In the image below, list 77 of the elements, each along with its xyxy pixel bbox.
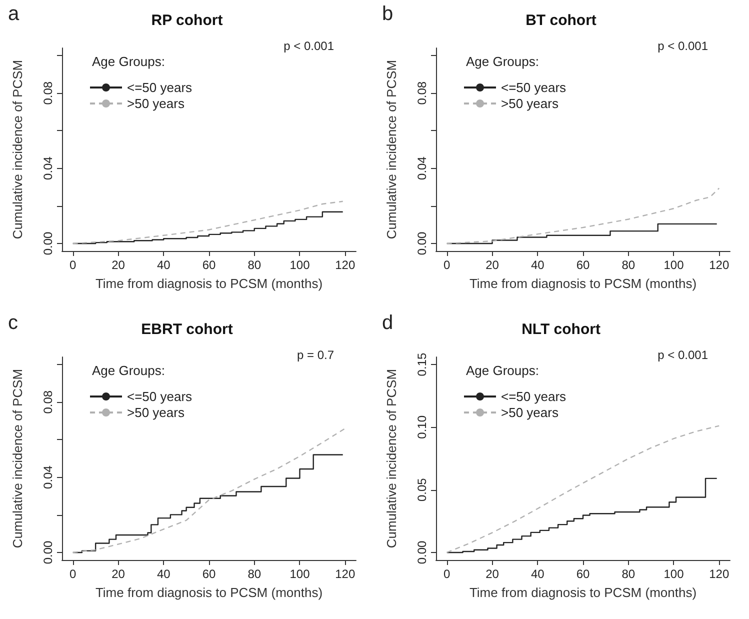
x-tick-label: 60 — [202, 258, 216, 272]
x-axis-title: Time from diagnosis to PCSM (months) — [95, 585, 323, 600]
legend-title: Age Groups: — [92, 54, 165, 69]
x-tick-label: 60 — [202, 567, 216, 581]
y-tick-label: 0.04 — [415, 156, 429, 180]
x-axis-title: Time from diagnosis to PCSM (months) — [95, 276, 323, 291]
legend-label: >50 years — [127, 405, 185, 420]
y-tick-label: 0.10 — [415, 415, 429, 439]
legend-label: <=50 years — [501, 80, 567, 95]
y-tick-label: 0.08 — [415, 81, 429, 105]
y-axis-title: Cumulative incidence of PCSM — [384, 368, 399, 548]
text: a — [8, 3, 20, 25]
x-tick-label: 120 — [709, 567, 730, 581]
y-tick-label: 0.04 — [41, 465, 55, 489]
text: d — [382, 312, 394, 334]
x-tick-label: 0 — [70, 258, 77, 272]
x-tick-label: 20 — [486, 258, 500, 272]
x-tick-label: 20 — [112, 258, 126, 272]
x-tick-label: 100 — [290, 258, 310, 272]
y-tick-label: 0.08 — [41, 81, 55, 105]
line-series — [446, 425, 720, 554]
x-tick-label: 0 — [444, 567, 451, 581]
x-tick-label: 100 — [664, 567, 684, 581]
text: b — [382, 3, 394, 25]
y-tick-label: 0.00 — [415, 231, 429, 256]
x-tick-label: 120 — [335, 567, 356, 581]
y-tick-label: 0.00 — [41, 540, 55, 564]
annotation: p < 0.001 — [284, 39, 334, 53]
x-tick-label: 60 — [576, 258, 590, 272]
x-tick-label: 120 — [335, 258, 356, 272]
x-tick-label: 40 — [156, 258, 171, 272]
x-tick-label: 20 — [112, 567, 126, 581]
y-tick-label: 0.04 — [41, 156, 55, 180]
y-tick-label: 0.15 — [415, 352, 429, 376]
x-axis-title: Time from diagnosis to PCSM (months) — [469, 276, 697, 291]
y-tick-label: 0.00 — [41, 231, 55, 256]
x-tick-label: 0 — [70, 567, 77, 581]
y-axis-title: Cumulative incidence of PCSM — [10, 368, 25, 548]
x-tick-label: 80 — [248, 258, 262, 272]
legend-label: >50 years — [501, 96, 559, 111]
x-tick-label: 80 — [622, 258, 636, 272]
chart-title: NLT cohort — [522, 321, 600, 338]
x-tick-label: 40 — [156, 567, 171, 581]
annotation: p < 0.001 — [658, 39, 708, 53]
x-tick-label: 100 — [290, 567, 310, 581]
line-series — [72, 428, 346, 554]
legend-title: Age Groups: — [92, 363, 165, 378]
x-axis-title: Time from diagnosis to PCSM (months) — [469, 585, 697, 600]
chart-title: RP cohort — [151, 12, 223, 29]
x-tick-label: 60 — [576, 567, 590, 581]
legend-label: >50 years — [501, 405, 559, 420]
y-tick-label: 0.05 — [415, 478, 429, 502]
x-tick-label: 20 — [486, 567, 500, 581]
chart-title: EBRT cohort — [141, 321, 233, 338]
legend-title: Age Groups: — [466, 363, 539, 378]
x-tick-label: 40 — [530, 567, 545, 581]
x-tick-label: 120 — [709, 258, 730, 272]
legend-label: >50 years — [127, 96, 185, 111]
legend-label: <=50 years — [127, 80, 193, 95]
line-series — [446, 188, 720, 244]
legend-title: Age Groups: — [466, 54, 539, 69]
x-tick-label: 80 — [622, 567, 636, 581]
line-series — [72, 200, 344, 244]
x-tick-label: 0 — [444, 258, 451, 272]
y-axis-title: Cumulative incidence of PCSM — [10, 60, 25, 240]
chart-title: BT cohort — [526, 12, 596, 29]
y-axis-title: Cumulative incidence of PCSM — [384, 60, 399, 240]
x-tick-label: 100 — [664, 258, 684, 272]
text: c — [8, 312, 18, 334]
annotation: p < 0.001 — [658, 348, 708, 362]
legend-label: <=50 years — [127, 389, 193, 404]
annotation: p = 0.7 — [296, 348, 334, 362]
y-tick-label: 0.00 — [415, 540, 429, 564]
x-tick-label: 40 — [530, 258, 545, 272]
legend-label: <=50 years — [501, 389, 567, 404]
x-tick-label: 80 — [248, 567, 262, 581]
y-tick-label: 0.08 — [41, 390, 55, 414]
